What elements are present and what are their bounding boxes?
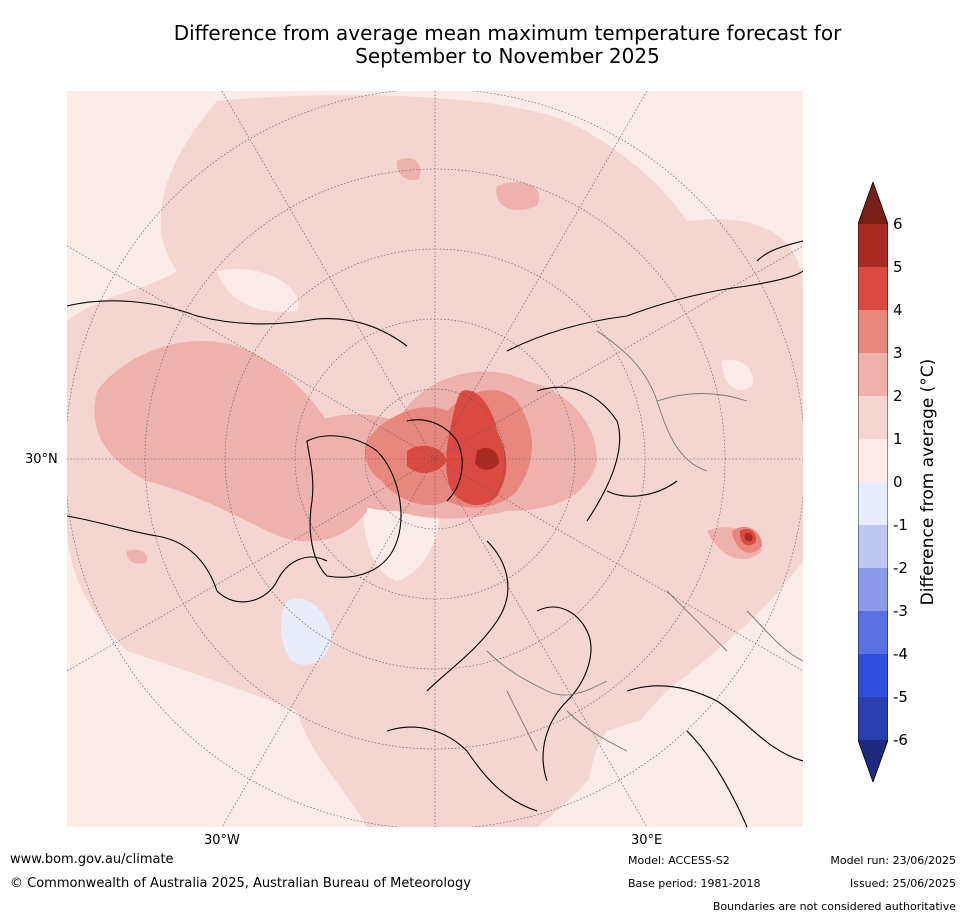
lat-label-30n: 30°N (25, 452, 58, 467)
title-line-1: Difference from average mean maximum tem… (173, 21, 842, 45)
colorbar-tick-m2: -2 (893, 559, 908, 577)
colorbar-tick-1: 1 (893, 430, 903, 448)
colorbar-band-3-4 (858, 310, 888, 353)
colorbar-band-0-1 (858, 439, 888, 482)
graticule (67, 91, 803, 827)
title-line-2: September to November 2025 (355, 44, 660, 68)
colorbar-band-m2-m1 (858, 525, 888, 568)
forecast-map (67, 91, 803, 827)
lon-label-30e: 30°E (631, 833, 663, 848)
footer-base-period: Base period: 1981-2018 (628, 877, 761, 890)
anomaly-minus-1-0-region (280, 598, 332, 665)
colorbar-tick-m5: -5 (893, 688, 908, 706)
footer-copyright: © Commonwealth of Australia 2025, Austra… (10, 876, 471, 891)
anomaly-4-5-regions (407, 390, 756, 546)
colorbar-tick-5: 5 (893, 258, 903, 276)
colorbar-under-triangle (858, 740, 888, 782)
colorbar-tick-6: 6 (893, 215, 903, 233)
colorbar-band-m6-m5 (858, 697, 888, 740)
colorbar-band-m3-m2 (858, 568, 888, 611)
colorbar-tick-m4: -4 (893, 645, 908, 663)
colorbar-over-triangle (858, 182, 888, 224)
colorbar-band-m4-m3 (858, 611, 888, 654)
colorbar-tick-4: 4 (893, 301, 903, 319)
colorbar-title: Difference from average (°C) (918, 358, 938, 606)
colorbar-band-m5-m4 (858, 654, 888, 697)
colorbar-band-5-6 (858, 224, 888, 267)
lon-label-30w: 30°W (204, 833, 240, 848)
colorbar-tick-m1: -1 (893, 516, 908, 534)
country-borders (486, 330, 803, 752)
colorbar (858, 182, 888, 782)
colorbar-tick-m6: -6 (893, 731, 908, 749)
colorbar-band-2-3 (858, 353, 888, 396)
footer-url[interactable]: www.bom.gov.au/climate (10, 852, 174, 867)
coastlines (67, 240, 803, 827)
colorbar-tick-2: 2 (893, 387, 903, 405)
colorbar-band-1-2 (858, 396, 888, 439)
colorbar-tick-3: 3 (893, 344, 903, 362)
footer-model-run: Model run: 23/06/2025 (830, 854, 956, 867)
footer-issued: Issued: 25/06/2025 (849, 877, 956, 890)
colorbar-tick-m3: -3 (893, 602, 908, 620)
footer-model: Model: ACCESS-S2 (628, 854, 730, 867)
colorbar-band-4-5 (858, 267, 888, 310)
colorbar-band-m1-0 (858, 482, 888, 525)
map-title: Difference from average mean maximum tem… (0, 22, 965, 68)
footer-disclaimer: Boundaries are not considered authoritat… (712, 900, 956, 913)
map-svg (67, 91, 803, 827)
colorbar-tick-0: 0 (893, 473, 903, 491)
